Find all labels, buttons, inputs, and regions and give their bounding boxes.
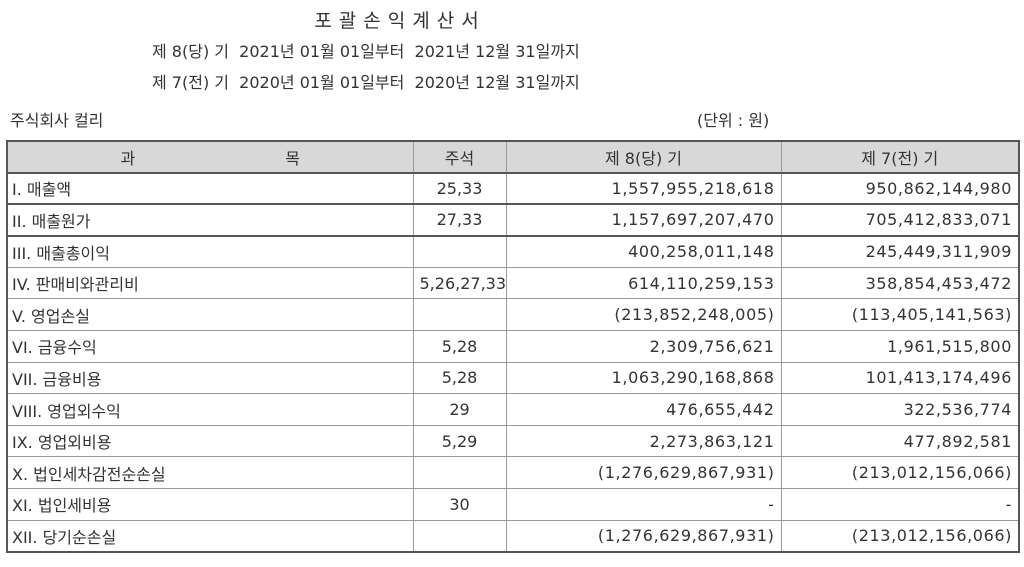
account-name: IX. 영업외비용	[6, 424, 414, 458]
prior-amount: 322,536,774	[780, 393, 1020, 426]
note-ref: 5,28	[412, 330, 507, 363]
table-row: V. 영업손실 (213,852,248,005) (113,405,141,563…	[6, 298, 1020, 332]
period-current: 제 8(당) 기 2021년 01월 01일부터 2021년 12월 31일까지	[152, 42, 580, 61]
document-title: 포괄손익계산서	[314, 10, 486, 32]
table-row: XI. 법인세비용 30- -	[6, 488, 1020, 521]
note-ref: 25,33	[412, 172, 507, 206]
table-row: XII. 당기순손실 (1,276,629,867,931) (213,012,15…	[6, 519, 1020, 553]
account-name: III. 매출총이익	[6, 235, 414, 268]
account-name: II. 매출원가	[6, 203, 414, 237]
table-row: IV. 판매비와관리비 5,26,27,33 614,110,259,153 358,…	[6, 266, 1020, 300]
account-name: IV. 판매비와관리비	[6, 266, 414, 300]
note-ref: 29	[412, 393, 507, 426]
prior-amount: 1,961,515,800	[780, 330, 1020, 363]
prior-amount: 101,413,174,496	[780, 361, 1020, 395]
current-amount: (1,276,629,867,931)	[505, 456, 782, 490]
account-name: XI. 법인세비용	[6, 488, 414, 521]
note-ref: 27,33	[412, 203, 507, 237]
period-prior: 제 7(전) 기 2020년 01월 01일부터 2020년 12월 31일까지	[152, 73, 580, 92]
prior-amount: 358,854,453,472	[780, 266, 1020, 300]
current-amount: 1,063,290,168,868	[505, 361, 782, 395]
header-current: 제 8(당) 기	[505, 140, 782, 174]
account-name: I. 매출액	[6, 172, 414, 206]
note-ref: 5,28	[412, 361, 507, 395]
table-row: VII. 금융비용 5,28 1,063,290,168,868 101,413,17…	[6, 361, 1020, 395]
note-ref	[412, 519, 507, 553]
table-row: X. 법인세차감전순손실 (1,276,629,867,931) (213,012,…	[6, 456, 1020, 490]
table-row: IX. 영업외비용 5,29 2,273,863,121 477,892,581	[6, 424, 1020, 458]
note-ref	[412, 456, 507, 490]
table-row: III. 매출총이익 400,258,011,148 245,449,311,909	[6, 235, 1020, 268]
account-name: VI. 금융수익	[6, 330, 414, 363]
note-ref	[412, 298, 507, 332]
prior-amount: 950,862,144,980	[780, 172, 1020, 206]
prior-amount: -	[780, 488, 1020, 521]
prior-amount: 705,412,833,071	[780, 203, 1020, 237]
current-amount: 1,557,955,218,618	[505, 172, 782, 206]
current-amount: 2,309,756,621	[505, 330, 782, 363]
prior-amount: (213,012,156,066)	[780, 456, 1020, 490]
table-row: II. 매출원가 27,33 1,157,697,207,470 705,412,83…	[6, 203, 1020, 237]
account-name: V. 영업손실	[6, 298, 414, 332]
table-row: VIII. 영업외수익 29 476,655,442 322,536,774	[6, 393, 1020, 426]
unit-label: (단위 : 원)	[697, 111, 770, 130]
prior-amount: (113,405,141,563)	[780, 298, 1020, 332]
note-ref: 30	[412, 488, 507, 521]
current-amount: -	[505, 488, 782, 521]
table-row: I. 매출액 25,33 1,557,955,218,618 950,862,144,…	[6, 172, 1020, 206]
prior-amount: 245,449,311,909	[780, 235, 1020, 268]
note-ref: 5,26,27,33	[412, 266, 507, 300]
prior-amount: (213,012,156,066)	[780, 519, 1020, 553]
company-name: 주식회사 컬리	[10, 111, 104, 130]
current-amount: 1,157,697,207,470	[505, 203, 782, 237]
account-name: XII. 당기순손실	[6, 519, 414, 553]
header-account-a: 과	[120, 148, 136, 168]
prior-amount: 477,892,581	[780, 424, 1020, 458]
account-name: VIII. 영업외수익	[6, 393, 414, 426]
current-amount: 400,258,011,148	[505, 235, 782, 268]
current-amount: 614,110,259,153	[505, 266, 782, 300]
header-note: 주석	[412, 140, 507, 174]
account-name: X. 법인세차감전순손실	[6, 456, 414, 490]
current-amount: 476,655,442	[505, 393, 782, 426]
current-amount: (213,852,248,005)	[505, 298, 782, 332]
account-name: VII. 금융비용	[6, 361, 414, 395]
current-amount: 2,273,863,121	[505, 424, 782, 458]
note-ref	[412, 235, 507, 268]
header-prior: 제 7(전) 기	[780, 140, 1020, 174]
current-amount: (1,276,629,867,931)	[505, 519, 782, 553]
table-row: VI. 금융수익 5,28 2,309,756,621 1,961,515,800	[6, 330, 1020, 363]
note-ref: 5,29	[412, 424, 507, 458]
header-account-b: 목	[285, 148, 300, 168]
